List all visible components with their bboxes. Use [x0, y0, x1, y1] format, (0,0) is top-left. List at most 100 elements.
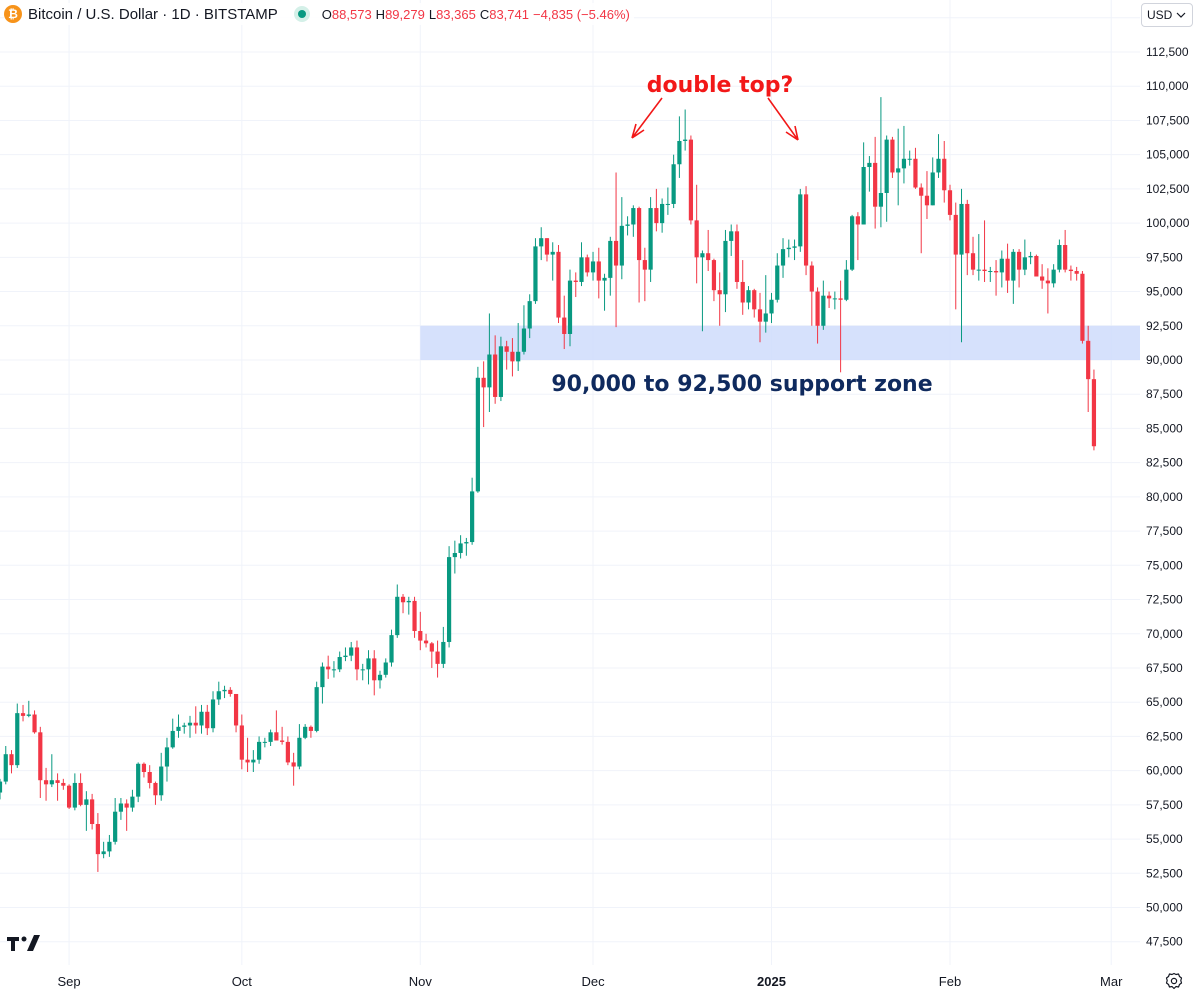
candle-body [360, 669, 365, 671]
candle-body [32, 714, 37, 733]
candle [516, 323, 521, 371]
tradingview-logo-icon[interactable] [7, 934, 41, 957]
candle [1011, 249, 1016, 304]
candle [636, 206, 642, 303]
candle [1045, 268, 1050, 314]
candle [717, 272, 722, 326]
candle [665, 187, 670, 215]
chevron-down-icon [1176, 12, 1186, 18]
high-value: 89,279 [385, 6, 425, 22]
y-tick-label: 107,500 [1146, 113, 1190, 127]
y-tick-label: 52,500 [1146, 866, 1183, 880]
double-top-arrow-right [767, 97, 799, 141]
candle-body [435, 651, 440, 664]
candle [1091, 369, 1097, 451]
x-tick-label: 2025 [757, 974, 786, 989]
candle-body [585, 257, 590, 273]
candle-body [665, 203, 670, 205]
candle-body [763, 313, 768, 322]
candle-body [844, 269, 849, 300]
candle-body [780, 249, 786, 266]
candle [349, 641, 354, 662]
candle-body [1080, 273, 1085, 341]
candle [901, 125, 907, 184]
candle-body [527, 301, 532, 329]
candle-body [821, 295, 826, 326]
candle [441, 626, 446, 668]
candle [884, 135, 889, 222]
candle-body [734, 231, 740, 282]
candle-body [694, 220, 699, 258]
candle [746, 286, 751, 310]
candle-body [1011, 251, 1016, 281]
candle [256, 736, 262, 764]
candle [648, 197, 653, 282]
candle-body [942, 158, 947, 191]
candle [326, 655, 331, 679]
candle [170, 718, 175, 749]
candle [596, 247, 601, 299]
candle-body [890, 139, 895, 173]
candle-body [573, 280, 578, 282]
candle-body [372, 658, 377, 681]
candle-body [337, 657, 342, 670]
candle-body [567, 280, 573, 334]
candle [182, 722, 187, 734]
candle [141, 762, 147, 778]
candle-body [884, 139, 889, 193]
candle [1063, 229, 1068, 273]
candle-body [383, 662, 388, 675]
currency-button[interactable]: USD [1141, 3, 1193, 27]
candle-body [291, 762, 296, 767]
candle-body [947, 190, 953, 215]
candle-body [740, 281, 745, 303]
candle [947, 184, 953, 221]
candle [130, 789, 135, 812]
candle [395, 584, 400, 638]
candle [734, 224, 740, 289]
candle-body [901, 158, 907, 169]
candle-body [516, 351, 521, 362]
settings-gear-icon[interactable] [1165, 972, 1183, 990]
y-tick-label: 105,000 [1146, 148, 1190, 162]
candle [26, 700, 31, 718]
candle [539, 227, 544, 261]
price-axis[interactable]: 115,000112,500110,000107,500105,000102,5… [1146, 11, 1190, 949]
candle [786, 239, 791, 258]
candle-body [982, 269, 987, 272]
candle-body [608, 240, 613, 278]
candle [694, 184, 699, 284]
symbol-title[interactable]: Bitcoin / U.S. Dollar · 1D · BITSTAMP [28, 5, 278, 23]
candle-body [976, 269, 981, 271]
candle [331, 661, 337, 678]
candle-body [1016, 251, 1022, 270]
candle [280, 726, 285, 745]
y-tick-label: 95,000 [1146, 285, 1183, 299]
candle-body [268, 732, 273, 742]
candle-body [38, 732, 43, 781]
candle [1040, 264, 1045, 289]
candle-body [907, 158, 912, 160]
y-tick-label: 100,000 [1146, 216, 1190, 230]
candle-body [826, 295, 832, 299]
candle-body [124, 803, 129, 808]
time-axis[interactable]: Sep Oct Nov Dec 2025 Feb Mar [58, 974, 1124, 989]
x-tick-label: Mar [1100, 974, 1123, 989]
market-status-icon[interactable] [293, 6, 310, 22]
candle-body [222, 689, 227, 692]
candle [124, 799, 129, 831]
candle-body [251, 759, 256, 763]
candle [487, 313, 492, 413]
candle [711, 258, 717, 302]
candle [90, 793, 95, 830]
candle-body [631, 208, 636, 225]
y-tick-label: 87,500 [1146, 387, 1183, 401]
candle-body [308, 726, 314, 731]
candle-body [297, 737, 302, 767]
candle-body [654, 208, 659, 224]
candle [1068, 265, 1074, 281]
y-tick-label: 67,500 [1146, 661, 1183, 675]
y-tick-label: 62,500 [1146, 729, 1183, 743]
